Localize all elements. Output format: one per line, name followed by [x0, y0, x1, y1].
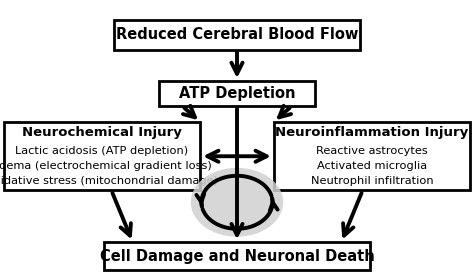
Ellipse shape — [191, 168, 283, 237]
FancyBboxPatch shape — [114, 20, 360, 50]
FancyBboxPatch shape — [104, 242, 370, 270]
Text: Reduced Cerebral Blood Flow: Reduced Cerebral Blood Flow — [116, 27, 358, 42]
Text: Reactive astrocytes: Reactive astrocytes — [316, 146, 428, 156]
FancyBboxPatch shape — [159, 81, 315, 106]
Text: ATP Depletion: ATP Depletion — [179, 86, 295, 101]
Text: Cell Damage and Neuronal Death: Cell Damage and Neuronal Death — [100, 249, 374, 264]
Text: Activated microglia: Activated microglia — [317, 161, 427, 171]
Text: Lactic acidosis (ATP depletion): Lactic acidosis (ATP depletion) — [15, 146, 189, 156]
Text: Neuroinflammation Injury: Neuroinflammation Injury — [275, 126, 469, 139]
FancyBboxPatch shape — [274, 122, 470, 190]
Text: Neutrophil infiltration: Neutrophil infiltration — [311, 177, 433, 186]
Text: Neurochemical Injury: Neurochemical Injury — [22, 126, 182, 139]
Text: Oxidative stress (mitochondrial damage): Oxidative stress (mitochondrial damage) — [0, 177, 219, 186]
Text: Edema (electrochemical gradient loss): Edema (electrochemical gradient loss) — [0, 161, 212, 171]
FancyBboxPatch shape — [4, 122, 200, 190]
